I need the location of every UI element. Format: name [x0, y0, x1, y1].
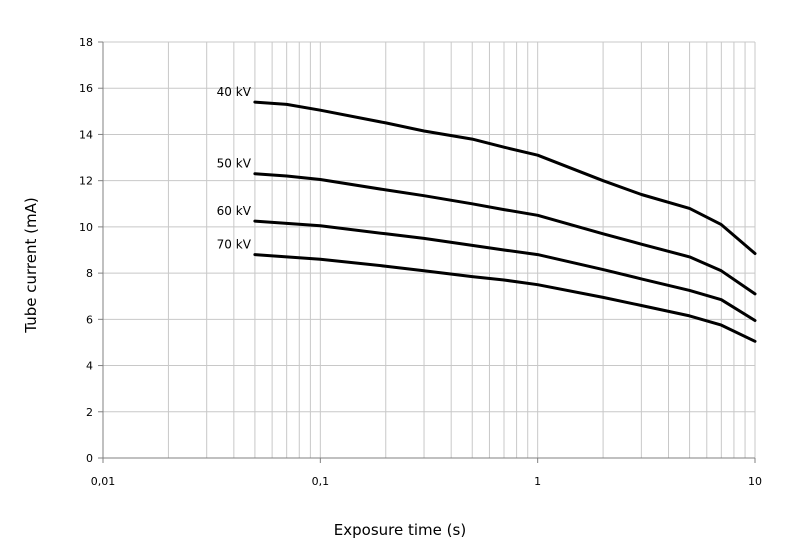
x-axis-title: Exposure time (s): [334, 521, 466, 539]
series-line-1: [253, 100, 757, 255]
series-label-3: 60 kV: [217, 204, 252, 218]
y-tick-label: 0: [86, 452, 93, 465]
series-line-3: [253, 219, 757, 322]
y-tick-label: 6: [86, 313, 93, 326]
series-line-4: [253, 253, 757, 343]
series-label-4: 70 kV: [217, 238, 252, 252]
y-tick-label: 10: [79, 221, 93, 234]
axes: 0 2 4 6 8 10 12 14 16 18 0,01 0,1 1 10: [79, 36, 762, 488]
y-axis-title: Tube current (mA): [22, 197, 40, 333]
x-tick-label: 10: [748, 475, 762, 488]
y-tick-label: 16: [79, 82, 93, 95]
x-tick-label: 0,01: [91, 475, 116, 488]
y-tick-label: 12: [79, 175, 93, 188]
series-label-2: 50 kV: [217, 157, 252, 171]
grid: [102, 41, 756, 459]
y-tick-label: 8: [86, 267, 93, 280]
y-tick-label: 2: [86, 406, 93, 419]
x-tick-label: 1: [534, 475, 541, 488]
y-tick-label: 18: [79, 36, 93, 49]
series-line-2: [253, 172, 757, 296]
series-label-1: 40 kV: [217, 85, 252, 99]
series-lines: [253, 100, 757, 343]
x-tick-label: 0,1: [312, 475, 330, 488]
series-labels: 40 kV 50 kV 60 kV 70 kV: [217, 85, 252, 252]
y-tick-label: 4: [86, 360, 93, 373]
y-tick-label: 14: [79, 128, 93, 141]
